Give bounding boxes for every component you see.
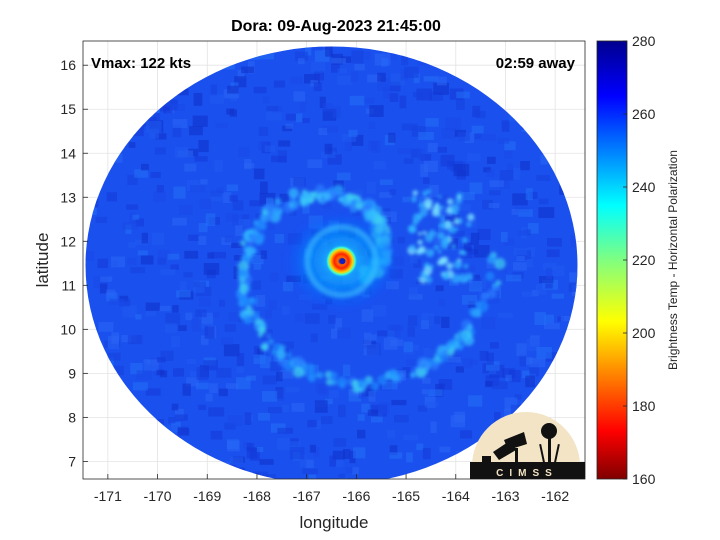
x-tick-label: -163 xyxy=(491,488,519,504)
colorbar-tick-label: 160 xyxy=(632,471,656,487)
x-tick-label: -162 xyxy=(541,488,569,504)
y-tick-label: 12 xyxy=(60,233,76,249)
colorbar-tick-label: 180 xyxy=(632,398,656,414)
vmax-annotation: Vmax: 122 kts xyxy=(91,55,191,72)
axes-frame xyxy=(82,40,586,480)
colorbar-tick-label: 200 xyxy=(632,325,656,341)
colorbar-tick-label: 260 xyxy=(632,106,656,122)
y-tick-label: 7 xyxy=(68,453,76,469)
y-tick-label: 10 xyxy=(60,321,76,337)
y-tick-label: 11 xyxy=(61,277,76,293)
y-tick-label: 15 xyxy=(60,101,76,117)
y-tick-label: 8 xyxy=(68,409,76,425)
cimss-logo: CIMSS xyxy=(470,412,585,479)
time-away-annotation: 02:59 away xyxy=(496,55,576,72)
x-tick-label: -171 xyxy=(94,488,122,504)
y-tick-label: 9 xyxy=(68,365,76,381)
colorbar-label: Brightness Temp - Horizontal Polarizatio… xyxy=(666,150,680,370)
x-tick-label: -167 xyxy=(293,488,321,504)
x-axis-ticks: -171 -170 -169 -168 -167 -166 -165 -164 -163 -162 xyxy=(94,474,569,504)
chart-title: Dora: 09-Aug-2023 21:45:00 xyxy=(231,18,441,35)
y-axis-ticks: 7 8 9 10 11 12 13 14 15 16 xyxy=(60,57,88,469)
colorbar xyxy=(596,40,628,480)
x-tick-label: -166 xyxy=(342,488,370,504)
eye xyxy=(339,258,346,265)
storm-core xyxy=(283,211,400,312)
x-tick-label: -169 xyxy=(193,488,221,504)
y-tick-label: 14 xyxy=(60,145,76,161)
colorbar-ticks: 160 180 200 220 240 260 280 xyxy=(623,33,656,487)
logo-text: CIMSS xyxy=(496,468,558,479)
colorbar-tick-label: 280 xyxy=(632,33,656,49)
y-tick-label: 16 xyxy=(60,57,76,73)
y-axis-label: latitude xyxy=(33,233,52,288)
colorbar-tick-label: 240 xyxy=(632,179,656,195)
x-tick-label: -165 xyxy=(392,488,420,504)
x-tick-label: -164 xyxy=(442,488,470,504)
colorbar-tick-label: 220 xyxy=(632,252,656,268)
x-axis-label: longitude xyxy=(299,513,368,532)
x-tick-label: -170 xyxy=(144,488,172,504)
x-tick-label: -168 xyxy=(243,488,271,504)
y-tick-label: 13 xyxy=(60,189,76,205)
heatmap xyxy=(85,46,578,479)
